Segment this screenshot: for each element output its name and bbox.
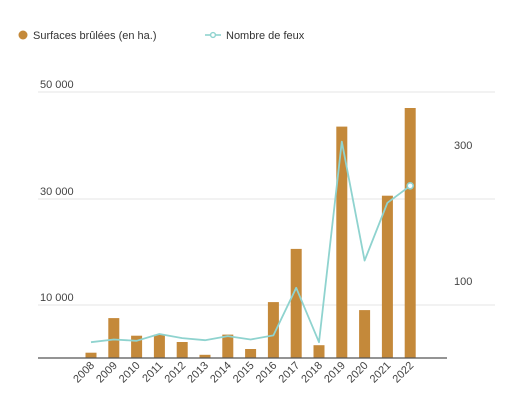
- bar-2016: [267, 302, 279, 358]
- x-tick-2008: 2008: [71, 360, 97, 386]
- y-right-tick-300: 300: [454, 140, 472, 152]
- nombre-de-feux-line: [90, 140, 411, 344]
- bar-2013: [199, 354, 211, 358]
- bar-2014: [222, 334, 234, 358]
- x-tick-2009: 2009: [94, 360, 120, 386]
- bar-2019: [336, 126, 348, 358]
- x-tick-2022: 2022: [391, 360, 417, 386]
- y-left-tick-10000: 10 000: [40, 292, 74, 304]
- x-tick-2015: 2015: [231, 360, 257, 386]
- bar-2012: [176, 342, 188, 358]
- x-tick-2018: 2018: [299, 360, 325, 386]
- x-tick-2019: 2019: [322, 360, 348, 386]
- right-axis: 300 100: [454, 140, 472, 288]
- x-tick-2012: 2012: [163, 360, 189, 386]
- bar-2009: [108, 318, 120, 358]
- bar-2015: [245, 349, 257, 358]
- x-tick-2021: 2021: [368, 360, 394, 386]
- x-tick-2016: 2016: [254, 360, 280, 386]
- legend-label-surfaces: Surfaces brûlées (en ha.): [33, 30, 157, 42]
- x-tick-2014: 2014: [208, 360, 234, 386]
- legend: Surfaces brûlées (en ha.) Nombre de feux: [18, 30, 305, 42]
- legend-label-feux: Nombre de feux: [226, 30, 305, 42]
- left-axis: 50 000 30 000 10 000: [38, 79, 495, 306]
- bar-2008: [85, 352, 97, 358]
- bars: [85, 108, 416, 358]
- x-ticks: 2008200920102011201220132014201520162017…: [71, 360, 416, 386]
- bar-2011: [153, 334, 165, 358]
- x-tick-2017: 2017: [277, 360, 303, 386]
- y-left-tick-50000: 50 000: [40, 79, 74, 91]
- x-tick-2020: 2020: [345, 360, 371, 386]
- line-series: [90, 140, 415, 344]
- nombre-de-feux-end-point: [406, 182, 415, 190]
- x-tick-2010: 2010: [117, 360, 143, 386]
- x-tick-2011: 2011: [140, 360, 165, 385]
- legend-line-dot-marker: [209, 31, 217, 39]
- x-tick-2013: 2013: [185, 360, 211, 386]
- bar-2021: [381, 195, 393, 358]
- bar-2022: [404, 108, 416, 358]
- bar-2018: [313, 345, 325, 358]
- bar-2010: [131, 335, 143, 358]
- legend-bar-marker: [18, 30, 28, 40]
- bar-2020: [359, 310, 371, 358]
- y-right-tick-100: 100: [454, 276, 472, 288]
- y-left-tick-30000: 30 000: [40, 186, 74, 198]
- bar-2017: [290, 248, 302, 358]
